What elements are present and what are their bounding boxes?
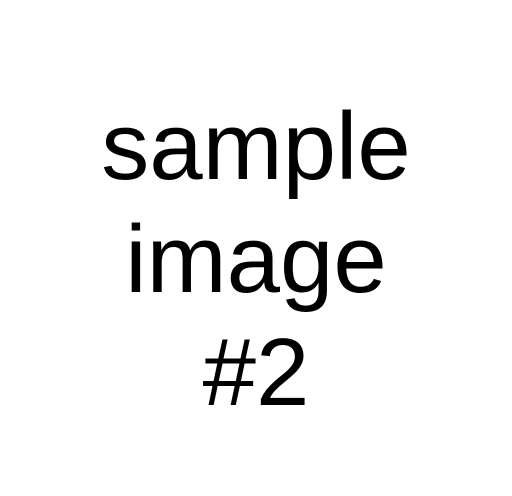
- text-line-sample: sample: [101, 93, 411, 200]
- text-line-image: image: [125, 206, 387, 313]
- text-line-number: #2: [202, 319, 310, 426]
